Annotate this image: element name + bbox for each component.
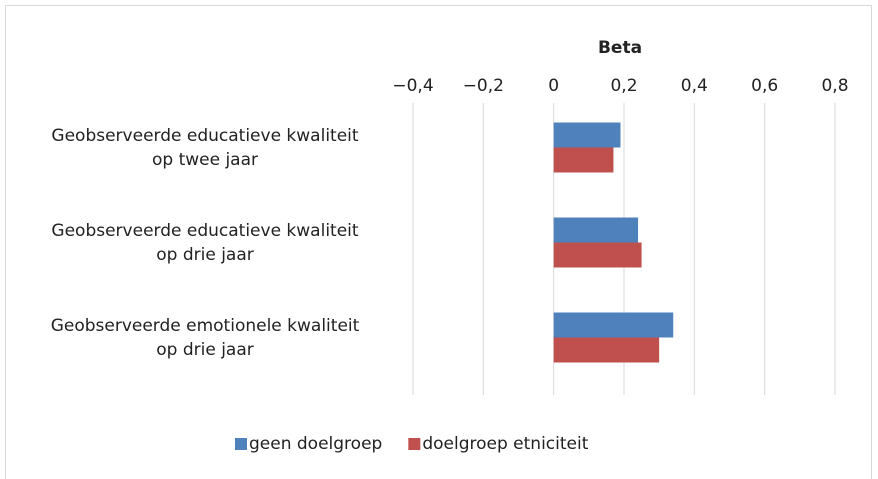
x-tick-label: −0,2: [463, 76, 504, 96]
bar: [553, 242, 642, 268]
y-tick-label: Geobserveerde educatieve kwaliteit op tw…: [51, 125, 359, 170]
legend-swatch: [235, 438, 247, 450]
y-tick-label: Geobserveerde educatieve kwaliteit op dr…: [51, 220, 359, 265]
bar: [553, 312, 674, 338]
x-tick-label: 0: [548, 76, 559, 96]
x-tick-label: 0,6: [751, 76, 778, 96]
legend-swatch: [408, 438, 421, 450]
chart-border: [5, 5, 872, 479]
bar: [553, 217, 639, 243]
axis-title: Beta: [598, 38, 642, 58]
bar: [553, 147, 614, 173]
x-tick-label: 0,4: [681, 76, 708, 96]
x-tick-label: 0,2: [610, 76, 637, 96]
x-tick-label: 0,8: [821, 76, 848, 96]
y-tick-label: Geobserveerde emotionele kwaliteit op dr…: [50, 315, 360, 360]
bar: [553, 337, 660, 363]
legend-label: doelgroep etniciteit: [422, 434, 588, 454]
legend-label: geen doelgroep: [249, 434, 382, 454]
x-tick-label: −0,4: [392, 76, 433, 96]
bar: [553, 122, 621, 148]
